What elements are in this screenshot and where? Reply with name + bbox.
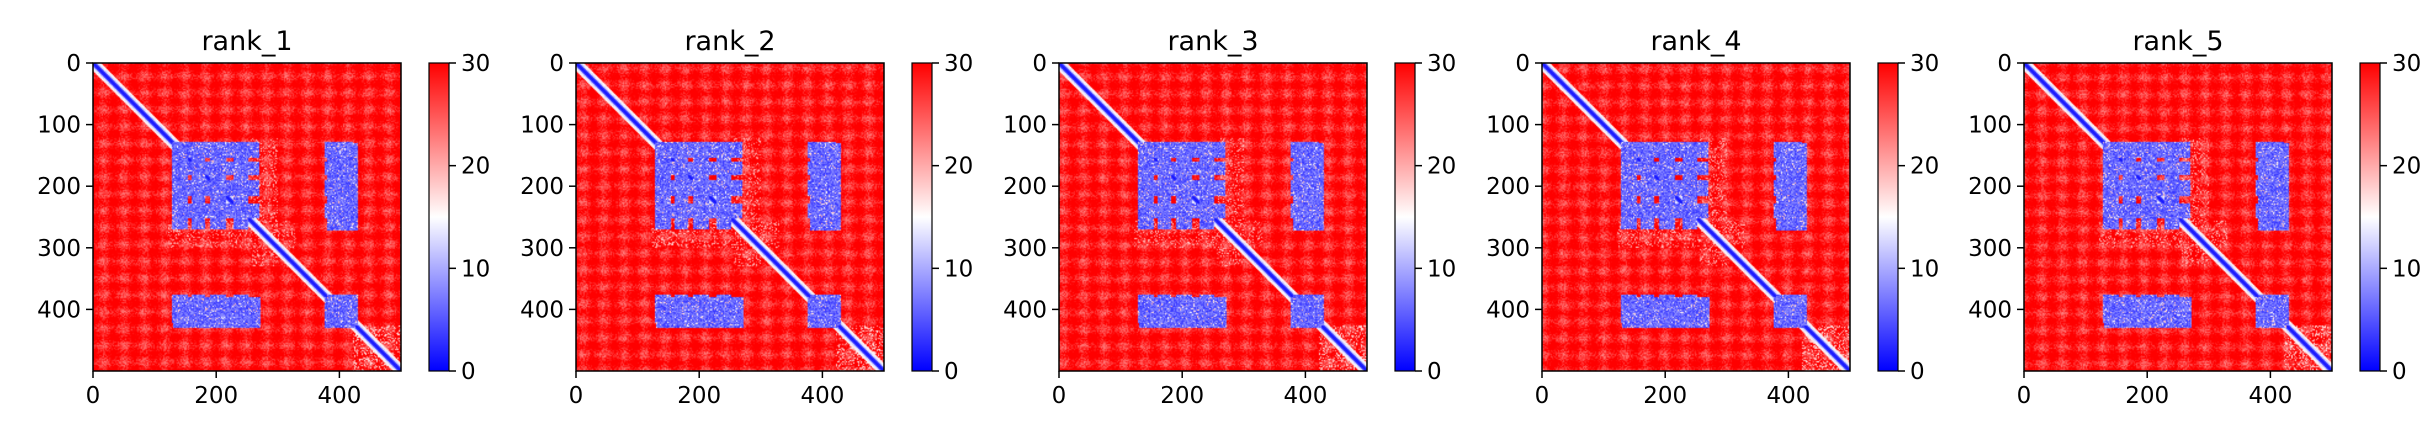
heatmap-image [93, 63, 401, 371]
plot-frame [575, 62, 885, 372]
x-tick-label: 0 [2017, 383, 2032, 409]
y-tick-label: 0 [1032, 51, 1047, 77]
colorbar-tick-label: 20 [2392, 154, 2421, 180]
y-tick-label: 100 [520, 113, 564, 139]
colorbar-tick-label: 10 [461, 256, 490, 282]
x-tick-label: 400 [317, 383, 361, 409]
heatmap-image [2024, 63, 2332, 371]
y-tick-label: 200 [1486, 174, 1530, 200]
heatmap-image [576, 63, 884, 371]
colorbar-tick-label: 20 [461, 154, 490, 180]
panel-title: rank_2 [684, 26, 775, 57]
x-tick-label: 0 [569, 383, 584, 409]
y-tick-label: 400 [1968, 297, 2012, 323]
y-tick-label: 0 [1515, 51, 1530, 77]
plot-frame [92, 62, 402, 372]
x-tick-label: 200 [1160, 383, 1204, 409]
y-tick-label: 200 [520, 174, 564, 200]
y-tick-label: 400 [520, 297, 564, 323]
x-tick-label: 200 [2125, 383, 2169, 409]
heatmap-panel: rank_1 0 200 400 0 100 200 300 400 0 10 20 30 [37, 26, 490, 409]
plot-frame [2023, 62, 2333, 372]
y-tick-label: 100 [1968, 113, 2012, 139]
y-tick-label: 400 [1486, 297, 1530, 323]
y-tick-label: 300 [520, 236, 564, 262]
colorbar-tick-label: 20 [944, 154, 973, 180]
colorbar-tick-label: 30 [2392, 51, 2421, 77]
x-tick-label: 200 [677, 383, 721, 409]
panel-title: rank_1 [201, 26, 292, 57]
heatmap-panel: rank_5 0 200 400 0 100 200 300 400 0 10 20 30 [1968, 26, 2421, 409]
x-tick-label: 400 [1283, 383, 1327, 409]
panel-title: rank_3 [1167, 26, 1258, 57]
y-tick-label: 0 [66, 51, 81, 77]
y-tick-label: 100 [37, 113, 81, 139]
x-tick-label: 0 [1052, 383, 1067, 409]
heatmap-panel: rank_3 0 200 400 0 100 200 300 400 0 10 20 30 [1003, 26, 1456, 409]
y-tick-label: 200 [1968, 174, 2012, 200]
colorbar-tick-label: 10 [2392, 256, 2421, 282]
heatmap-panel: rank_4 0 200 400 0 100 200 300 400 0 10 20 30 [1486, 26, 1939, 409]
colorbar [911, 62, 933, 372]
colorbar-tick-label: 10 [1910, 256, 1939, 282]
colorbar-tick-label: 0 [1910, 359, 1925, 385]
y-tick-label: 300 [1968, 236, 2012, 262]
colorbar-tick-label: 20 [1427, 154, 1456, 180]
panel-title: rank_5 [2132, 26, 2223, 57]
colorbar [2359, 62, 2381, 372]
colorbar [428, 62, 450, 372]
colorbar-tick-label: 0 [461, 359, 476, 385]
x-tick-label: 0 [1535, 383, 1550, 409]
x-tick-label: 400 [800, 383, 844, 409]
colorbar-tick-label: 0 [2392, 359, 2407, 385]
colorbar-tick-label: 30 [1427, 51, 1456, 77]
colorbar [1394, 62, 1416, 372]
x-tick-label: 0 [86, 383, 101, 409]
y-tick-label: 100 [1486, 113, 1530, 139]
y-tick-label: 300 [1486, 236, 1530, 262]
x-tick-label: 400 [2248, 383, 2292, 409]
heatmap-panel: rank_2 0 200 400 0 100 200 300 400 0 10 20 30 [520, 26, 973, 409]
plot-frame [1058, 62, 1368, 372]
heatmap-image [1059, 63, 1367, 371]
colorbar-tick-label: 30 [1910, 51, 1939, 77]
y-tick-label: 200 [1003, 174, 1047, 200]
y-tick-label: 300 [1003, 236, 1047, 262]
x-tick-label: 200 [1643, 383, 1687, 409]
colorbar-tick-label: 30 [461, 51, 490, 77]
y-tick-label: 400 [37, 297, 81, 323]
y-tick-label: 0 [1997, 51, 2012, 77]
heatmap-image [1542, 63, 1850, 371]
y-tick-label: 0 [549, 51, 564, 77]
colorbar-tick-label: 30 [944, 51, 973, 77]
colorbar-tick-label: 0 [1427, 359, 1442, 385]
colorbar [1877, 62, 1899, 372]
colorbar-tick-label: 0 [944, 359, 959, 385]
y-tick-label: 400 [1003, 297, 1047, 323]
colorbar-tick-label: 20 [1910, 154, 1939, 180]
colorbar-tick-label: 10 [944, 256, 973, 282]
colorbar-tick-label: 10 [1427, 256, 1456, 282]
plot-frame [1541, 62, 1851, 372]
y-tick-label: 300 [37, 236, 81, 262]
x-tick-label: 400 [1766, 383, 1810, 409]
y-tick-label: 100 [1003, 113, 1047, 139]
panel-title: rank_4 [1650, 26, 1741, 57]
x-tick-label: 200 [194, 383, 238, 409]
y-tick-label: 200 [37, 174, 81, 200]
